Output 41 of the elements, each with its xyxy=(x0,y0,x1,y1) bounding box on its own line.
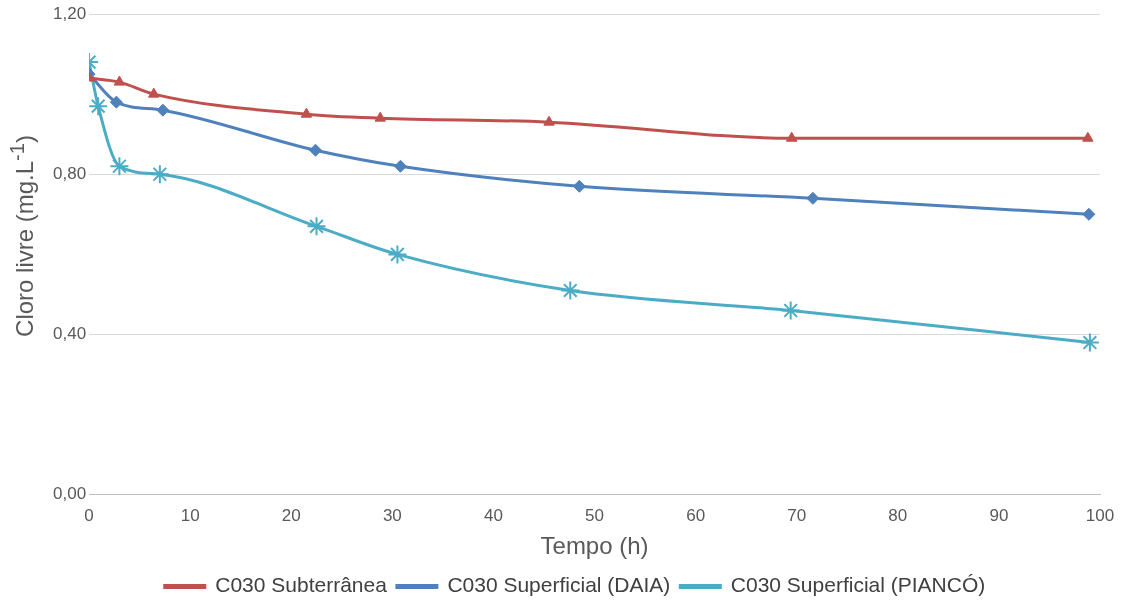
x-tick-label: 0 xyxy=(84,505,94,525)
x-tick-label: 60 xyxy=(686,505,706,525)
point xyxy=(1082,207,1096,221)
point xyxy=(785,131,798,142)
legend-label: C030 Superficial (PIANCÓ) xyxy=(730,573,986,597)
point xyxy=(148,87,160,98)
point xyxy=(113,75,126,86)
point xyxy=(149,164,170,185)
point xyxy=(393,159,407,173)
x-axis-title: Tempo (h) xyxy=(540,532,649,560)
point xyxy=(309,143,323,157)
point xyxy=(109,95,123,109)
y-tick-label: 1,20 xyxy=(52,3,87,23)
point xyxy=(543,115,555,126)
point xyxy=(374,111,386,122)
point xyxy=(1082,131,1094,142)
x-tick-label: 20 xyxy=(281,505,301,525)
point xyxy=(306,216,327,237)
x-tick-label: 80 xyxy=(888,505,908,525)
y-tick-label: 0,80 xyxy=(52,163,87,183)
point xyxy=(560,280,581,301)
x-tick-label: 100 xyxy=(1085,505,1115,525)
x-tick-label: 10 xyxy=(180,505,200,525)
y-tick-label: 0,40 xyxy=(52,324,87,344)
point xyxy=(387,244,408,265)
point xyxy=(780,300,801,321)
point xyxy=(89,96,109,117)
legend-label: C030 Subterrânea xyxy=(215,573,388,597)
y-tick-label: 0,00 xyxy=(52,484,87,504)
legend-label: C030 Superficial (DAIA) xyxy=(447,573,671,597)
x-tick-label: 70 xyxy=(787,505,807,525)
x-tick-label: 90 xyxy=(989,505,1009,525)
x-tick-label: 50 xyxy=(585,505,604,525)
x-tick-label: 30 xyxy=(382,505,402,525)
point xyxy=(1079,332,1100,353)
x-tick-label: 40 xyxy=(483,505,503,525)
point xyxy=(156,103,170,117)
point xyxy=(300,107,313,118)
point xyxy=(806,191,820,205)
point xyxy=(572,179,586,193)
point xyxy=(109,156,130,177)
